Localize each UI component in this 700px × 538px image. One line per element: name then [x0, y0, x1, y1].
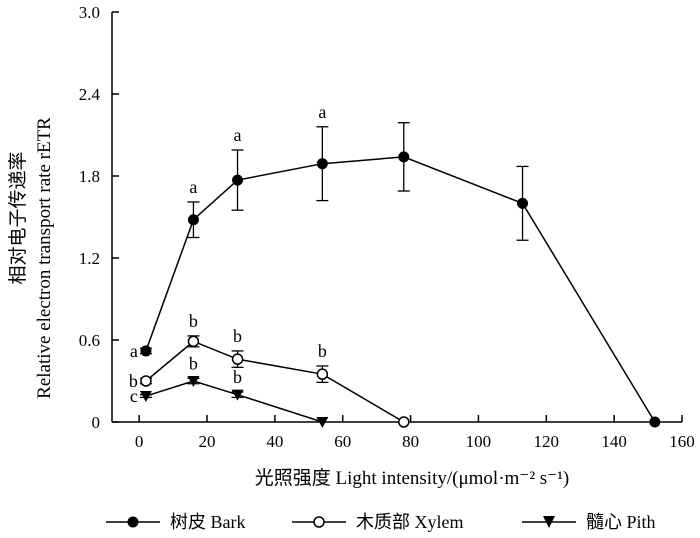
x-tick-label: 40	[266, 432, 283, 451]
xylem-line	[145, 340, 405, 423]
pith-significance-label: c	[130, 386, 138, 406]
bark-point	[232, 174, 244, 186]
xylem-point	[398, 416, 410, 428]
xylem-significance-label: b	[318, 341, 327, 361]
xylem-significance-label: b	[129, 371, 138, 391]
xylem-point	[140, 375, 152, 387]
legend-bark-marker	[127, 516, 139, 528]
legend-bark-label: 树皮 Bark	[170, 512, 246, 532]
x-ticks: 0 20 40 60 80 100 120 140 160	[135, 415, 695, 451]
x-tick-label: 80	[402, 432, 419, 451]
legend: 树皮 Bark 木质部 Xylem 髓心 Pith	[106, 512, 656, 532]
legend-xylem-marker	[313, 516, 325, 528]
pith-line	[145, 380, 323, 423]
y-tick-label: 0	[92, 413, 101, 432]
bark-point	[649, 416, 661, 428]
x-tick-label: 0	[135, 432, 144, 451]
bark-point	[187, 214, 199, 226]
xylem-point	[187, 335, 200, 348]
y-tick-label: 3.0	[79, 3, 100, 22]
xylem-significance-label: b	[233, 326, 242, 346]
x-tick-label: 120	[534, 432, 560, 451]
x-tick-label: 100	[466, 432, 492, 451]
bark-line	[145, 156, 656, 423]
bark-significance-label: a	[234, 125, 242, 145]
x-tick-label: 140	[601, 432, 627, 451]
pith-point	[316, 417, 329, 428]
bark-significance-label: a	[189, 177, 197, 197]
legend-pith-label: 髓心 Pith	[586, 512, 656, 532]
y-axis-label-en: Relative electron transport rate rETR	[34, 117, 55, 399]
x-tick-label: 60	[334, 432, 351, 451]
pith-significance-label: b	[233, 367, 242, 387]
legend-xylem-label: 木质部 Xylem	[356, 512, 464, 532]
pith-point	[139, 391, 152, 403]
y-tick-label: 1.2	[79, 249, 100, 268]
bark-significance-label: a	[318, 102, 326, 122]
pith-point	[231, 389, 244, 401]
y-axis-label-cn: 相对电子传递率	[7, 151, 29, 284]
legend-pith-marker	[543, 516, 555, 528]
xylem-point	[316, 368, 329, 380]
pith-significance-label: b	[189, 353, 198, 373]
x-axis-label: 光照强度 Light intensity/(μmol·m⁻² s⁻¹)	[255, 467, 569, 489]
xylem-significance-label: b	[189, 311, 198, 331]
bark-point	[140, 345, 152, 357]
y-tick-label: 0.6	[79, 331, 100, 350]
pith-point	[187, 376, 200, 387]
y-tick-label: 2.4	[79, 85, 101, 104]
y-ticks: 0 0.6 1.2 1.8 2.4 3.0	[79, 3, 119, 432]
bark-point	[316, 158, 328, 170]
xylem-point	[231, 353, 244, 365]
x-tick-label: 20	[199, 432, 216, 451]
bark-significance-label: a	[130, 341, 138, 361]
x-tick-label: 160	[669, 432, 695, 451]
bark-point	[517, 197, 529, 209]
y-tick-label: 1.8	[79, 167, 100, 186]
bark-point	[398, 151, 410, 163]
